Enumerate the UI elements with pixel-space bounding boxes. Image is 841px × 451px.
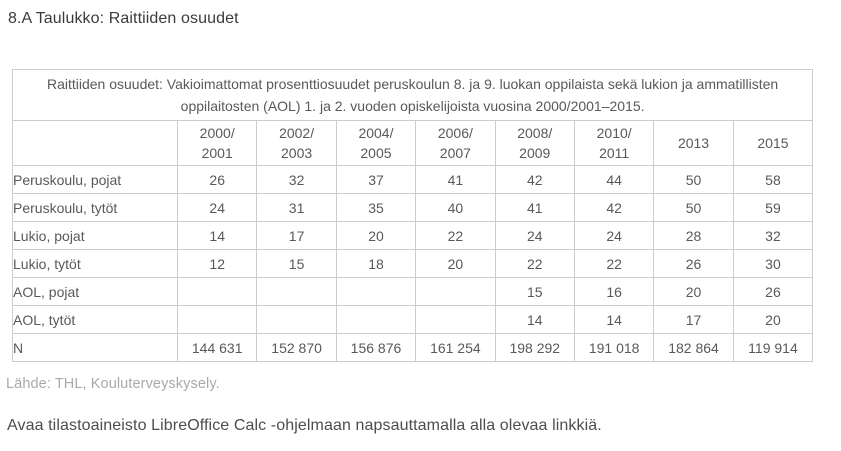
row-label: Lukio, pojat — [12, 221, 178, 250]
table-row-peruskoulu-pojat: Peruskoulu, pojat 26 32 37 41 42 44 50 5… — [12, 165, 814, 194]
source-note: Lähde: THL, Kouluterveyskysely. — [6, 376, 220, 392]
row-label: N — [12, 333, 178, 362]
table-cell: 41 — [494, 193, 575, 222]
table-cell — [176, 305, 258, 334]
table-cell: 17 — [653, 305, 734, 334]
row-label: AOL, tytöt — [12, 305, 178, 334]
table-cell: 119 914 — [732, 333, 814, 362]
table-cell: 26 — [653, 249, 734, 278]
table-cell: 22 — [415, 221, 496, 250]
header-year-2000-2001: 2000/ 2001 — [176, 120, 258, 166]
table-cell: 32 — [256, 165, 337, 194]
table-cell — [176, 277, 258, 306]
table-cell: 20 — [732, 305, 814, 334]
table-cell — [256, 277, 337, 306]
table-cell: 17 — [256, 221, 337, 250]
table-cell: 144 631 — [176, 333, 258, 362]
table-cell: 14 — [573, 305, 655, 334]
table-cell: 191 018 — [573, 333, 655, 362]
table-cell: 28 — [653, 221, 734, 250]
table-cell: 24 — [176, 193, 258, 222]
table-cell: 22 — [494, 249, 575, 278]
table-caption-row: Raittiiden osuudet: Vakioimattomat prose… — [11, 69, 814, 121]
table-cell: 24 — [494, 221, 575, 250]
table-cell — [415, 305, 496, 334]
table-header-row: 2000/ 2001 2002/ 2003 2004/ 2005 2006/ 2… — [12, 120, 814, 166]
table-cell: 14 — [176, 221, 258, 250]
table-cell: 20 — [415, 249, 496, 278]
table-cell — [335, 305, 417, 334]
table-cell: 44 — [573, 165, 655, 194]
abstainers-table: Raittiiden osuudet: Vakioimattomat prose… — [11, 69, 814, 362]
header-year-2006-2007: 2006/ 2007 — [415, 120, 496, 166]
table-cell: 182 864 — [653, 333, 734, 362]
table-cell: 15 — [494, 277, 575, 306]
table-cell: 40 — [415, 193, 496, 222]
table-cell: 198 292 — [494, 333, 575, 362]
table-cell: 32 — [732, 221, 814, 250]
table-cell: 16 — [573, 277, 655, 306]
table-cell — [415, 277, 496, 306]
table-cell: 58 — [732, 165, 814, 194]
header-year-2010-2011: 2010/ 2011 — [573, 120, 655, 166]
row-label: Peruskoulu, tytöt — [12, 193, 178, 222]
statistics-table-container: Raittiiden osuudet: Vakioimattomat prose… — [11, 69, 814, 362]
table-row-lukio-tytot: Lukio, tytöt 12 15 18 20 22 22 26 30 — [12, 249, 814, 278]
table-cell: 41 — [415, 165, 496, 194]
table-row-peruskoulu-tytot: Peruskoulu, tytöt 24 31 35 40 41 42 50 5… — [12, 193, 814, 222]
table-row-n: N 144 631 152 870 156 876 161 254 198 29… — [12, 333, 814, 362]
table-cell: 35 — [335, 193, 417, 222]
row-label: Lukio, tytöt — [12, 249, 178, 278]
table-cell: 50 — [653, 193, 734, 222]
table-cell: 22 — [573, 249, 655, 278]
header-year-2015: 2015 — [732, 120, 814, 166]
table-cell: 31 — [256, 193, 337, 222]
page-title: 8.A Taulukko: Raittiiden osuudet — [8, 10, 239, 27]
table-cell: 20 — [335, 221, 417, 250]
table-cell: 30 — [732, 249, 814, 278]
table-cell: 161 254 — [415, 333, 496, 362]
table-cell — [256, 305, 337, 334]
table-cell: 26 — [732, 277, 814, 306]
table-cell: 37 — [335, 165, 417, 194]
header-year-2008-2009: 2008/ 2009 — [494, 120, 575, 166]
table-cell: 14 — [494, 305, 575, 334]
table-cell — [335, 277, 417, 306]
header-corner-cell — [12, 120, 178, 166]
table-cell: 24 — [573, 221, 655, 250]
table-cell: 42 — [494, 165, 575, 194]
table-row-aol-tytot: AOL, tytöt 14 14 17 20 — [12, 305, 814, 334]
header-year-2013: 2013 — [653, 120, 734, 166]
table-row-aol-pojat: AOL, pojat 15 16 20 26 — [12, 277, 814, 306]
header-year-2002-2003: 2002/ 2003 — [256, 120, 337, 166]
table-cell: 15 — [256, 249, 337, 278]
open-in-calc-instruction: Avaa tilastoaineisto LibreOffice Calc -o… — [7, 417, 602, 434]
table-cell: 42 — [573, 193, 655, 222]
row-label: Peruskoulu, pojat — [12, 165, 178, 194]
table-cell: 26 — [176, 165, 258, 194]
row-label: AOL, pojat — [12, 277, 178, 306]
table-cell: 20 — [653, 277, 734, 306]
table-cell: 152 870 — [256, 333, 337, 362]
header-year-2004-2005: 2004/ 2005 — [335, 120, 417, 166]
table-cell: 156 876 — [335, 333, 417, 362]
table-cell: 18 — [335, 249, 417, 278]
table-row-lukio-pojat: Lukio, pojat 14 17 20 22 24 24 28 32 — [12, 221, 814, 250]
table-cell: 50 — [653, 165, 734, 194]
table-cell: 59 — [732, 193, 814, 222]
table-cell: 12 — [176, 249, 258, 278]
table-caption: Raittiiden osuudet: Vakioimattomat prose… — [11, 69, 814, 121]
